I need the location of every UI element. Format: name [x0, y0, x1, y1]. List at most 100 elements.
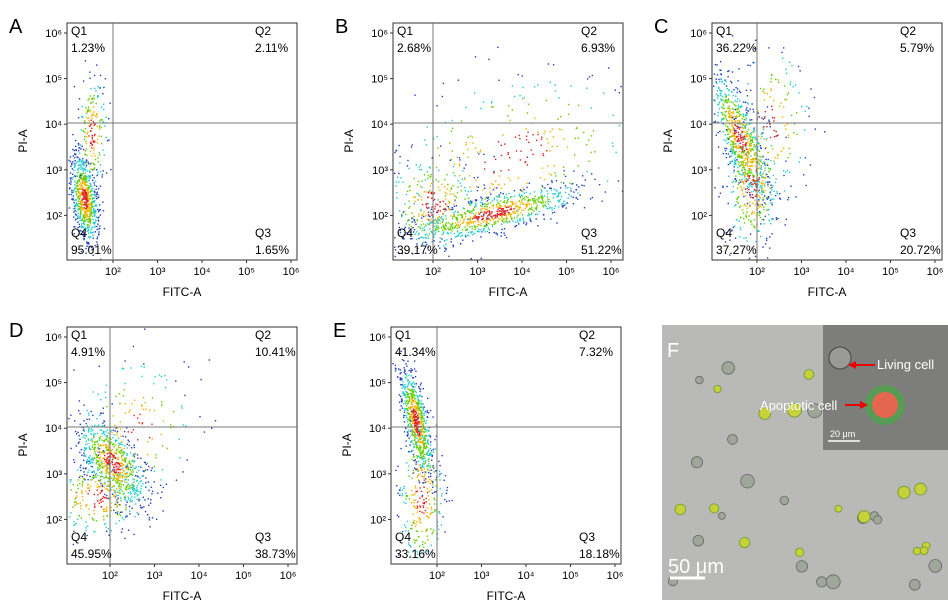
dot	[504, 143, 505, 144]
dot	[112, 437, 113, 438]
dot	[95, 115, 96, 116]
dot	[113, 510, 114, 511]
dot	[72, 507, 73, 508]
dot	[769, 220, 770, 221]
dot	[755, 159, 756, 160]
dot	[764, 99, 765, 100]
cell	[915, 483, 927, 495]
dot	[538, 197, 539, 198]
dot	[763, 207, 764, 208]
dot	[88, 230, 89, 231]
dot	[79, 208, 80, 209]
dot	[491, 183, 492, 184]
dot	[441, 227, 442, 228]
dot	[92, 135, 93, 136]
dot	[106, 488, 107, 489]
quadrant-name: Q2	[900, 24, 916, 38]
dot	[97, 484, 98, 485]
dot	[771, 202, 772, 203]
dot	[741, 152, 742, 153]
dot	[753, 109, 754, 110]
dot	[748, 157, 749, 158]
dot	[490, 202, 491, 203]
dot	[717, 90, 718, 91]
dot	[719, 81, 720, 82]
dot	[445, 215, 446, 216]
dot	[542, 197, 543, 198]
dot	[440, 202, 441, 203]
dot	[458, 80, 459, 81]
dot	[764, 195, 765, 196]
dot	[77, 218, 78, 219]
dot	[769, 236, 770, 237]
dot	[752, 141, 753, 142]
dot	[760, 175, 761, 176]
dot	[403, 417, 404, 418]
dot	[90, 461, 91, 462]
dot	[570, 85, 571, 86]
dot	[100, 479, 101, 480]
dot	[523, 221, 524, 222]
dot	[785, 69, 786, 70]
dot	[103, 408, 104, 409]
dot	[460, 243, 461, 244]
dot	[515, 202, 516, 203]
dot	[82, 168, 83, 169]
dot	[96, 206, 97, 207]
dot	[426, 144, 427, 145]
x-tick-label: 10⁵	[558, 266, 575, 278]
dot	[761, 176, 762, 177]
dot	[454, 163, 455, 164]
dot	[89, 126, 90, 127]
dot	[787, 199, 788, 200]
dot	[480, 229, 481, 230]
dot	[111, 530, 112, 531]
dot	[727, 100, 728, 101]
dot	[94, 507, 95, 508]
dot	[117, 473, 118, 474]
quadrant-name: Q2	[255, 24, 271, 38]
dot	[742, 209, 743, 210]
dot	[411, 451, 412, 452]
dot	[107, 435, 108, 436]
dot	[534, 198, 535, 199]
dot	[539, 211, 540, 212]
dot	[538, 198, 539, 199]
dot	[745, 109, 746, 110]
dot	[461, 215, 462, 216]
dot	[788, 135, 789, 136]
dot	[87, 210, 88, 211]
dot	[403, 385, 404, 386]
dot	[457, 157, 458, 158]
dot	[444, 186, 445, 187]
dot	[501, 232, 502, 233]
dot	[759, 177, 760, 178]
dot	[520, 196, 521, 197]
dot	[722, 96, 723, 97]
dot	[475, 180, 476, 181]
dot	[735, 178, 736, 179]
dot	[771, 75, 772, 76]
dot	[722, 187, 723, 188]
dot	[467, 149, 468, 150]
dot	[729, 162, 730, 163]
dot	[550, 218, 551, 219]
dot	[726, 148, 727, 149]
dot	[735, 164, 736, 165]
dot	[732, 71, 733, 72]
dot	[78, 192, 79, 193]
dot	[719, 131, 720, 132]
dot	[114, 476, 115, 477]
dot	[87, 189, 88, 190]
dot	[743, 205, 744, 206]
dot	[416, 239, 417, 240]
dot	[99, 366, 100, 367]
dot	[725, 115, 726, 116]
dot	[398, 181, 399, 182]
dot	[90, 198, 91, 199]
dot	[101, 506, 102, 507]
dot	[401, 405, 402, 406]
dot	[783, 170, 784, 171]
dot	[88, 233, 89, 234]
dot	[541, 196, 542, 197]
